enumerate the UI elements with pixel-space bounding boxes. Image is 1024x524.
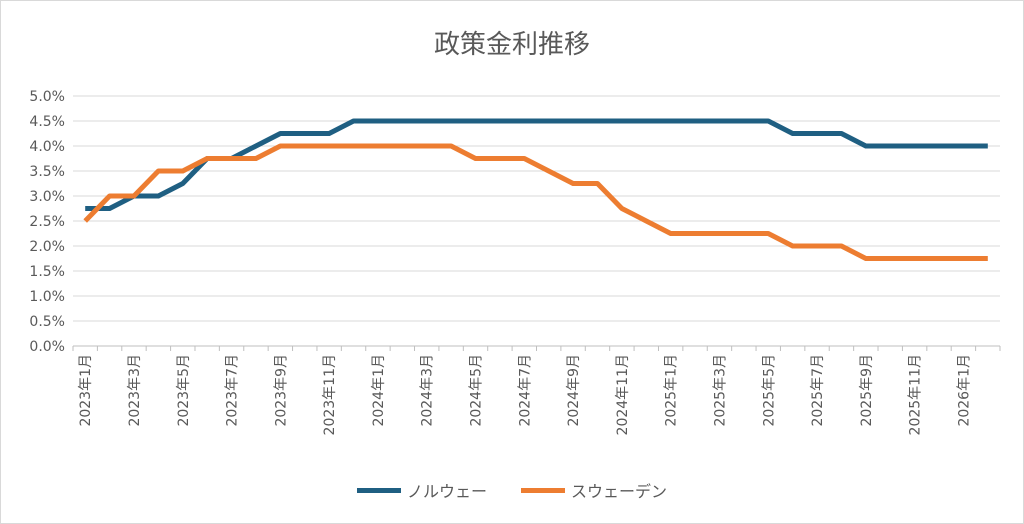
x-tick-label: 2023年1月 [78, 354, 94, 427]
x-tick-label: 2025年1月 [664, 354, 680, 427]
legend-item: スウェーデン [521, 478, 667, 502]
x-tick-label: 2023年7月 [225, 354, 241, 427]
x-tick-label: 2023年3月 [127, 354, 143, 427]
x-tick-label: 2025年3月 [712, 354, 728, 427]
x-tick-label: 2023年11月 [322, 354, 338, 435]
y-tick-label: 5.0% [29, 89, 65, 105]
x-tick-label: 2025年11月 [908, 354, 924, 435]
y-tick-label: 0.0% [29, 339, 65, 355]
x-tick-label: 2024年5月 [469, 354, 485, 427]
x-tick-label: 2025年5月 [761, 354, 777, 427]
y-tick-label: 4.0% [29, 139, 65, 155]
y-tick-label: 1.0% [29, 289, 65, 305]
y-tick-label: 2.5% [29, 214, 65, 230]
series-line [83, 143, 988, 261]
y-tick-label: 2.0% [29, 239, 65, 255]
legend: ノルウェー スウェーデン [0, 478, 1024, 502]
x-tick-label: 2023年5月 [176, 354, 192, 427]
x-tick-label: 2024年7月 [517, 354, 533, 427]
chart-title: 政策金利推移 [433, 30, 590, 60]
x-tick-label: 2025年7月 [810, 354, 826, 427]
legend-item: ノルウェー [356, 478, 487, 502]
legend-swatch [356, 487, 401, 493]
y-tick-label: 3.0% [29, 189, 65, 205]
legend-label: スウェーデン [571, 482, 668, 501]
x-tick-label: 2024年1月 [371, 354, 387, 427]
y-tick-label: 4.5% [29, 114, 65, 130]
legend-swatch [521, 487, 565, 493]
y-tick-label: 3.5% [29, 164, 65, 180]
y-tick-label: 1.5% [29, 264, 65, 280]
x-tick-label: 2025年9月 [859, 354, 875, 427]
x-tick-label: 2024年11月 [615, 354, 631, 435]
x-tick-label: 2023年9月 [273, 354, 289, 427]
y-tick-label: 0.5% [29, 314, 65, 330]
x-tick-label: 2024年3月 [420, 354, 436, 427]
legend-label: ノルウェー [406, 482, 487, 501]
x-tick-label: 2026年1月 [956, 354, 972, 427]
x-tick-label: 2024年9月 [566, 354, 582, 427]
